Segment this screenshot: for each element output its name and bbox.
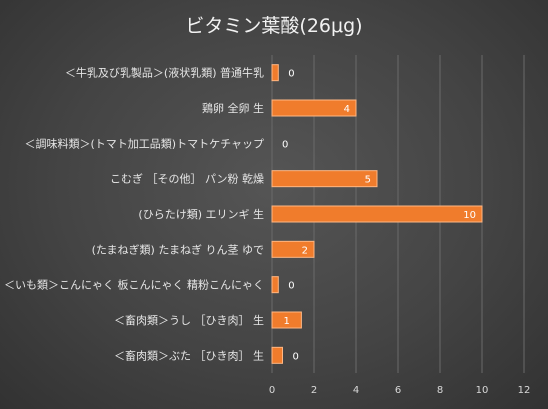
- category-label: こむぎ ［その他］ パン粉 乾燥: [110, 172, 264, 186]
- x-tick-label: 8: [437, 385, 443, 396]
- data-label: 10: [463, 210, 476, 221]
- data-label: 0: [282, 139, 288, 150]
- bar: [271, 99, 357, 117]
- category-label: 鶏卵 全卵 生: [202, 101, 264, 115]
- bar: [271, 205, 483, 223]
- bar: [271, 276, 279, 294]
- bar: [271, 311, 302, 329]
- category-label: ＜畜肉類＞うし ［ひき肉］ 生: [114, 313, 264, 327]
- x-tick-label: 4: [353, 385, 359, 396]
- data-label: 0: [293, 351, 299, 362]
- data-label: 1: [284, 316, 290, 327]
- category-label: ＜調味料類＞(トマト加工品類)トマトケチャップ: [25, 136, 264, 150]
- x-tick-label: 12: [518, 385, 531, 396]
- category-label: (たまねぎ類) たまねぎ りん茎 ゆで: [92, 242, 264, 256]
- x-tick-label: 0: [269, 385, 275, 396]
- data-label: 5: [365, 175, 371, 186]
- bar: [271, 346, 283, 364]
- data-label: 4: [344, 104, 350, 115]
- chart-title: ビタミン葉酸(26μg): [185, 15, 362, 37]
- bar: [271, 64, 279, 82]
- category-label: (ひらたけ類) エリンギ 生: [138, 207, 264, 221]
- data-label: 2: [302, 245, 308, 256]
- x-tick-label: 6: [395, 385, 401, 396]
- category-label: ＜牛乳及び乳製品＞(液状乳類) 普通牛乳: [65, 66, 264, 80]
- category-label: ＜いも類＞こんにゃく 板こんにゃく 精粉こんにゃく: [4, 278, 264, 292]
- category-label: ＜畜肉類＞ぶた ［ひき肉］ 生: [114, 348, 264, 362]
- bar: [271, 170, 378, 188]
- x-tick-label: 10: [476, 385, 489, 396]
- data-label: 0: [288, 281, 294, 292]
- x-tick-label: 2: [311, 385, 317, 396]
- data-label: 0: [288, 69, 294, 80]
- x-axis-ticks: 0 2 4 6 8 10 12: [269, 385, 531, 396]
- bar: [271, 240, 315, 258]
